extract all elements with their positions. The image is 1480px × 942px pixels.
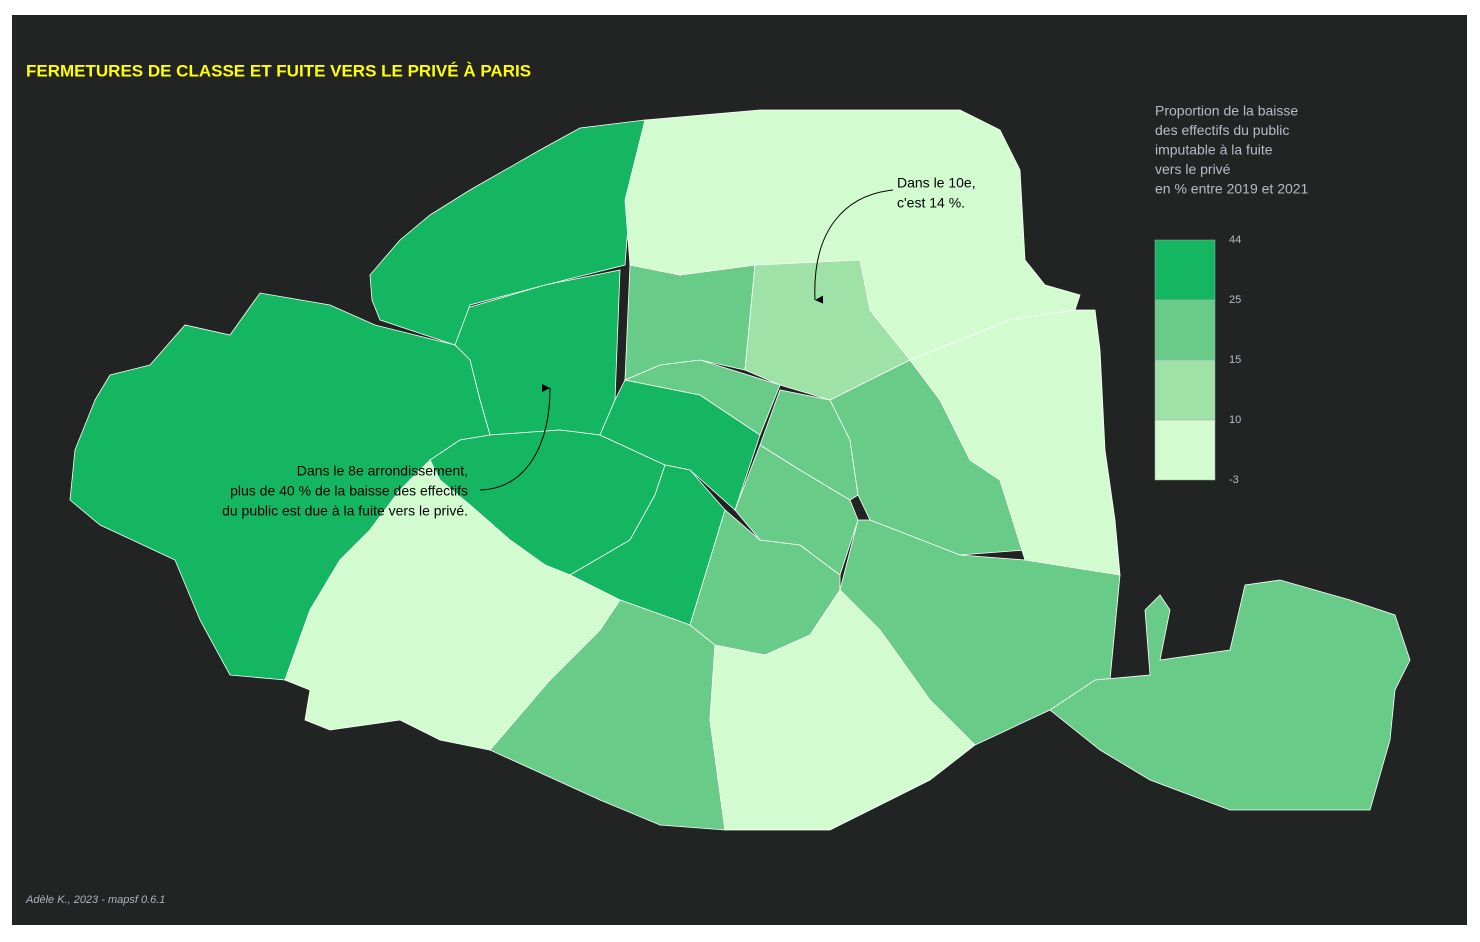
arrow [479,383,551,491]
legend-title: vers le privé [1155,161,1231,177]
region [689,509,841,656]
legend-break-label: 15 [1229,354,1241,366]
legend-title: en % entre 2019 et 2021 [1155,181,1309,197]
legend-title: des effectifs du public [1155,122,1289,138]
legend-swatch [1154,359,1216,421]
legend-title: imputable à la fuite [1155,142,1273,158]
annotation: du public est due à la fuite vers le pri… [222,503,468,519]
legend-break-label: -3 [1229,474,1239,486]
legend-swatch [1154,419,1216,481]
arrow [814,189,894,304]
region [909,309,1121,576]
legend-break-label: 10 [1229,414,1241,426]
title: FERMETURES DE CLASSE ET FUITE VERS LE PR… [26,61,531,80]
legend-swatch [1154,239,1216,301]
credit: Adèle K., 2023 - mapsf 0.6.1 [25,894,165,906]
region [1049,579,1411,811]
legend-swatch [1154,299,1216,361]
annotation: Dans le 10e, [897,175,976,191]
annotation: Dans le 8e arrondissement, [297,463,468,479]
annotation: c'est 14 %. [897,195,965,211]
annotation: plus de 40 % de la baisse des effectifs [230,483,468,499]
legend-break-label: 25 [1229,294,1241,306]
legend-break-label: 44 [1229,234,1241,246]
legend-title: Proportion de la baisse [1155,103,1298,119]
region [839,519,1121,746]
